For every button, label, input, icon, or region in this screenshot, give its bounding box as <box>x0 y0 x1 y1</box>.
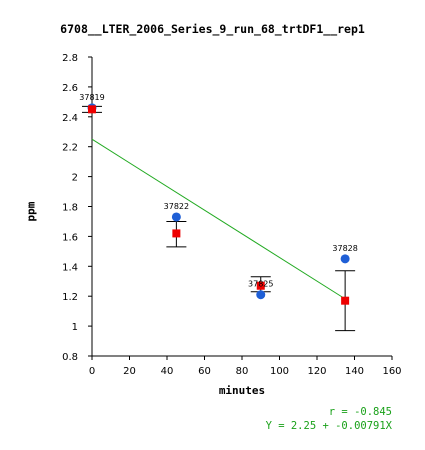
point-label: 37825 <box>248 280 273 289</box>
regression-equation: Y = 2.25 + -0.00791X <box>265 420 392 432</box>
regression-line <box>91 138 346 300</box>
x-tick-label: 20 <box>123 366 136 377</box>
point-label: 37828 <box>332 244 357 253</box>
y-axis-label: ppm <box>24 201 38 222</box>
x-tick-label: 0 <box>89 366 95 377</box>
chart-title: 6708__LTER_2006_Series_9_run_68_trtDF1__… <box>60 22 365 36</box>
mean-marker <box>172 229 181 238</box>
y-tick-label: 2.4 <box>62 113 78 124</box>
mean-marker <box>341 296 350 305</box>
x-tick-label: 160 <box>382 366 401 377</box>
x-tick-label: 60 <box>198 366 211 377</box>
y-tick-label: 2 <box>72 173 78 184</box>
point-label: 37822 <box>164 202 189 211</box>
observation-point <box>340 254 350 264</box>
x-tick-label: 140 <box>345 366 364 377</box>
y-tick-label: 0.8 <box>62 352 78 363</box>
observation-point <box>171 212 181 222</box>
x-tick-label: 120 <box>307 366 326 377</box>
x-tick-label: 80 <box>236 366 249 377</box>
observation-point <box>256 290 266 300</box>
x-tick-label: 40 <box>161 366 174 377</box>
y-tick-label: 2.8 <box>62 53 78 64</box>
mean-marker <box>88 105 96 114</box>
x-axis-label: minutes <box>218 384 266 397</box>
x-tick-label: 100 <box>270 366 289 377</box>
mean-marker <box>256 281 265 290</box>
y-tick-label: 2.2 <box>62 143 78 154</box>
y-tick-label: 2.6 <box>62 83 78 94</box>
point-label: 37819 <box>79 93 104 102</box>
y-tick-label: 1.6 <box>62 232 78 243</box>
correlation-stat: r = -0.845 <box>328 406 392 418</box>
y-tick-label: 1.2 <box>62 292 78 303</box>
y-tick-label: 1.8 <box>62 203 78 214</box>
y-tick-label: 1 <box>72 322 78 333</box>
y-tick-label: 1.4 <box>62 262 78 273</box>
